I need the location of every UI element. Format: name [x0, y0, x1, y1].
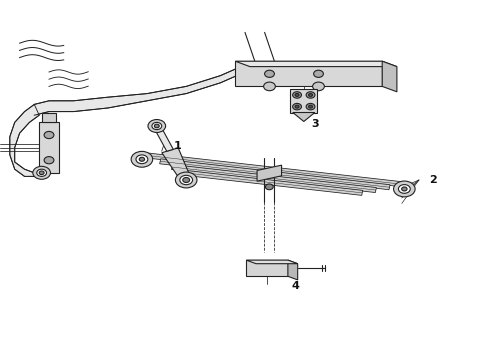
Circle shape	[148, 120, 166, 132]
Polygon shape	[42, 113, 56, 122]
Polygon shape	[148, 153, 404, 187]
Circle shape	[266, 184, 273, 190]
Polygon shape	[235, 61, 382, 86]
Polygon shape	[34, 65, 245, 115]
Circle shape	[175, 172, 197, 188]
Circle shape	[44, 157, 54, 164]
Circle shape	[139, 157, 145, 161]
Circle shape	[183, 177, 190, 183]
Circle shape	[136, 155, 148, 164]
Polygon shape	[293, 112, 315, 122]
Circle shape	[306, 103, 315, 110]
Circle shape	[309, 105, 313, 108]
Circle shape	[314, 70, 323, 77]
Circle shape	[295, 105, 299, 108]
Polygon shape	[153, 125, 173, 151]
Circle shape	[152, 122, 162, 130]
Text: 1: 1	[174, 141, 182, 151]
Circle shape	[39, 171, 44, 175]
Circle shape	[295, 94, 299, 96]
Polygon shape	[183, 170, 363, 195]
Circle shape	[293, 92, 301, 98]
Polygon shape	[382, 61, 397, 92]
Circle shape	[154, 124, 159, 128]
Circle shape	[33, 166, 50, 179]
Circle shape	[131, 151, 153, 167]
Polygon shape	[235, 61, 397, 67]
Polygon shape	[246, 260, 288, 276]
Polygon shape	[257, 165, 282, 181]
Polygon shape	[172, 165, 376, 193]
Circle shape	[44, 131, 54, 139]
Circle shape	[306, 92, 315, 98]
Circle shape	[264, 82, 275, 91]
Text: 3: 3	[311, 119, 319, 129]
Circle shape	[180, 175, 193, 185]
Circle shape	[313, 82, 324, 91]
Circle shape	[398, 185, 410, 193]
Polygon shape	[160, 159, 390, 190]
Polygon shape	[288, 260, 298, 280]
Circle shape	[309, 94, 313, 96]
Polygon shape	[10, 104, 49, 176]
Polygon shape	[39, 122, 59, 173]
Text: 4: 4	[292, 281, 299, 291]
Polygon shape	[162, 148, 191, 181]
Text: 2: 2	[429, 175, 437, 185]
Polygon shape	[290, 89, 318, 112]
Circle shape	[293, 103, 301, 110]
Polygon shape	[246, 260, 298, 264]
Circle shape	[393, 181, 415, 197]
Circle shape	[37, 169, 47, 176]
Circle shape	[265, 70, 274, 77]
Circle shape	[402, 187, 407, 191]
